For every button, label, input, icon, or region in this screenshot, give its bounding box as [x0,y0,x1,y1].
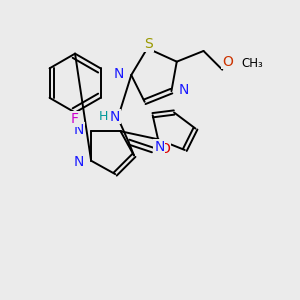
Text: N: N [178,83,189,97]
Text: N: N [74,155,84,169]
Text: H: H [98,110,108,123]
Text: O: O [222,55,233,69]
Text: CH₃: CH₃ [241,56,263,70]
Text: F: F [71,112,79,126]
Text: N: N [74,123,84,137]
Text: N: N [154,140,165,154]
Text: N: N [110,110,120,124]
Text: N: N [114,67,124,81]
Text: O: O [159,142,170,156]
Text: S: S [144,37,153,51]
